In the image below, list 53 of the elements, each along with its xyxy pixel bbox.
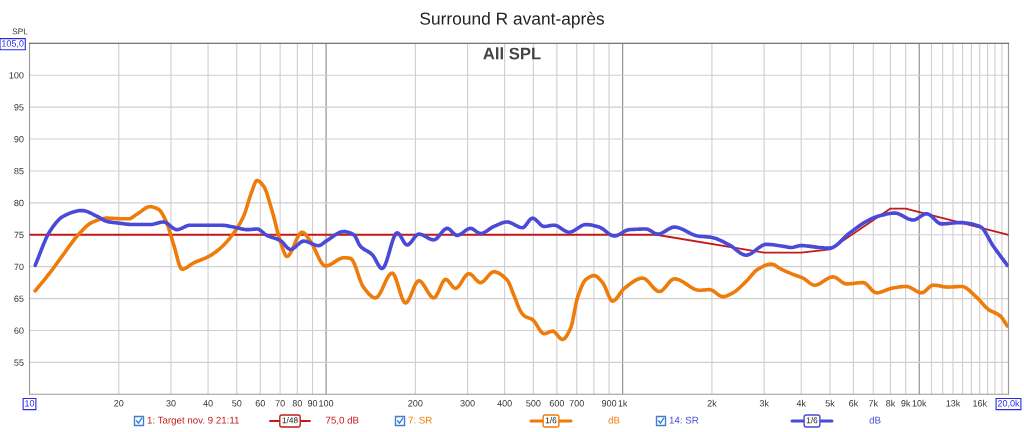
x-tick-label: 13k: [946, 399, 961, 407]
y-tick-label: 55: [14, 359, 24, 366]
text: 75,0 dB: [325, 416, 359, 425]
x-tick-label: 40: [203, 400, 213, 407]
y-tick-label: 80: [14, 199, 24, 207]
x-tick-label: 50: [232, 400, 242, 407]
annotation: All SPL: [483, 47, 541, 60]
x-tick-label: 80: [292, 400, 302, 407]
chart-title: Surround R avant-après: [420, 11, 605, 29]
x-tick-label: 60: [255, 400, 265, 407]
x-tick-label: 10: [25, 400, 35, 407]
x-tick-label: 600: [549, 400, 565, 407]
y-tick-label: 75: [14, 231, 24, 239]
x-tick-label: 700: [569, 400, 584, 407]
x-tick-label: 8k: [886, 399, 896, 407]
x-tick-label: 9k: [901, 399, 911, 407]
text: 1/6: [806, 417, 818, 424]
x-tick-label: 30: [166, 400, 176, 407]
x-tick-label: 6k: [849, 399, 859, 407]
y-axis-title: SPL: [12, 28, 28, 35]
y-tick-label: 85: [14, 167, 24, 175]
x-tick-label: 7k: [868, 399, 879, 407]
x-tick-label: 4k: [796, 399, 806, 407]
x-tick-label: 70: [275, 400, 285, 407]
text: 1: Target nov. 9 21:11: [147, 416, 239, 426]
text: 1/6: [545, 417, 557, 424]
x-tick-label: 100: [319, 400, 334, 407]
x-tick-label: 500: [526, 400, 541, 407]
y-tick-label: 65: [14, 295, 24, 302]
text: 1/48: [282, 417, 298, 424]
y-tick-label: 70: [14, 263, 24, 271]
x-tick-label: 16k: [973, 399, 988, 407]
x-tick-label: 2k: [707, 399, 717, 407]
y-tick-label: 95: [14, 104, 24, 111]
text: 7: SR: [408, 416, 432, 424]
x-tick-label: 10k: [912, 399, 927, 407]
x-tick-label: 200: [408, 400, 423, 407]
y-tick-label: 60: [14, 327, 24, 334]
x-tick-label: 5k: [825, 399, 835, 407]
text: 14: SR: [669, 416, 699, 424]
x-tick-label: 400: [497, 400, 512, 407]
x-tick-label: 20,0k: [997, 399, 1020, 408]
y-tick-label: 105,0: [2, 40, 24, 48]
text: dB: [608, 416, 620, 424]
x-tick-label: 1k: [618, 399, 628, 407]
y-tick-label: 100: [9, 72, 24, 79]
y-tick-label: 90: [14, 135, 24, 143]
x-tick-label: 3k: [759, 399, 769, 407]
x-tick-label: 20: [114, 400, 124, 407]
x-tick-label: 900: [601, 400, 617, 407]
x-tick-label: 90: [307, 400, 318, 407]
text: dB: [869, 416, 881, 424]
x-tick-label: 300: [460, 400, 475, 407]
